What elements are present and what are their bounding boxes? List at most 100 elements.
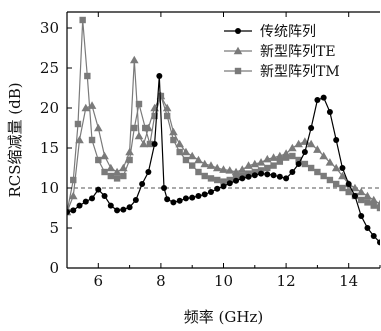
y-tick-label: 15 — [40, 139, 59, 157]
series-3-point — [120, 172, 127, 180]
x-tick-label: 12 — [277, 272, 296, 290]
series-1-point — [345, 181, 352, 187]
series-2-point — [306, 139, 316, 148]
series-1-point — [308, 125, 315, 131]
x-tick-label: 8 — [156, 272, 166, 290]
series-1-point — [276, 173, 283, 180]
series-2-point — [237, 165, 247, 173]
series-3-point — [157, 92, 165, 100]
series-1-point — [264, 171, 271, 178]
series-3-point — [326, 176, 334, 184]
series-1-point — [333, 137, 340, 143]
series-1-point — [95, 186, 102, 193]
series-1-point — [176, 197, 183, 204]
series-2-point — [68, 191, 78, 200]
series-3-point — [320, 172, 327, 180]
plot-clip-group — [67, 16, 380, 246]
series-1-point — [239, 175, 246, 182]
x-tick-label: 10 — [214, 272, 233, 290]
legend-label: 新型阵列TM — [260, 64, 340, 80]
series-2-point — [106, 163, 116, 172]
series-3-point — [182, 156, 190, 164]
series-2-point — [129, 55, 139, 64]
series-2-point — [350, 183, 360, 192]
series-1-point — [251, 172, 258, 179]
series-1-point — [207, 189, 214, 195]
series-2-point — [338, 171, 347, 180]
series-3 — [67, 16, 380, 216]
series-1-point — [283, 175, 290, 182]
series-2-point — [81, 103, 91, 112]
series-3-point — [289, 152, 296, 160]
series-3-point — [135, 100, 143, 108]
series-3-point — [214, 176, 221, 184]
series-3-point — [270, 162, 277, 169]
series-1-point — [233, 177, 240, 184]
series-3-point — [257, 167, 265, 174]
series-3-point — [232, 174, 240, 181]
y-tick-label: 5 — [49, 219, 59, 237]
series-1-point — [320, 94, 327, 101]
series-3-point — [226, 176, 233, 184]
series-3-point — [126, 156, 133, 164]
legend-item-1: 传统阵列 — [224, 24, 316, 40]
series-1-point — [258, 170, 265, 177]
series-1-point — [314, 97, 321, 103]
series-1-point — [101, 193, 108, 199]
series-2-point — [231, 167, 241, 176]
series-3-point — [74, 120, 82, 128]
series-1-point — [270, 172, 277, 179]
series-1-point — [151, 141, 158, 147]
series-2-point — [219, 165, 228, 173]
series-1-point — [358, 213, 365, 219]
legend-marker — [234, 67, 242, 75]
series-3-point — [88, 136, 96, 144]
series-3-point — [101, 168, 108, 176]
y-axis-title: RCS缩减量 (dB) — [6, 82, 24, 197]
series-1-point — [70, 207, 77, 214]
series-2-point — [200, 159, 210, 168]
y-tick-label: 0 — [49, 259, 59, 277]
series-1-point — [226, 180, 233, 187]
series-1-point — [364, 225, 371, 231]
legend-label: 传统阵列 — [260, 24, 316, 40]
series-1-point — [126, 204, 133, 211]
series-2-point — [313, 145, 322, 153]
series-3-point — [142, 124, 149, 132]
series-3-point — [79, 16, 86, 24]
series-3-point — [163, 112, 171, 120]
x-tick-label: 14 — [339, 272, 358, 290]
series-3-point — [207, 175, 215, 182]
series-2-point — [212, 163, 222, 172]
series-1-line — [67, 75, 380, 243]
y-tick-label: 20 — [40, 99, 59, 117]
series-1 — [67, 73, 380, 246]
series-2-point — [181, 147, 191, 156]
series-3-point — [301, 160, 309, 168]
series-1-point — [326, 109, 333, 115]
series-1-point — [182, 195, 189, 202]
y-tick-label: 25 — [40, 59, 59, 77]
series-3-point — [339, 184, 346, 192]
series-1-point — [214, 185, 221, 192]
series-1-point — [289, 169, 296, 175]
series-1-point — [220, 183, 227, 190]
series-1-point — [89, 195, 96, 202]
series-2-point — [206, 161, 216, 169]
series-3-point — [201, 172, 208, 180]
series-2-point — [225, 166, 235, 174]
series-2-point — [369, 195, 379, 204]
series-3-point — [314, 168, 321, 176]
series-3-point — [176, 148, 183, 156]
series-3-point — [220, 178, 227, 185]
series-3-point — [170, 136, 177, 144]
series-3-point — [376, 204, 380, 212]
series-2-point — [125, 147, 134, 156]
series-3-point — [131, 124, 138, 132]
series-3-point — [358, 196, 365, 204]
series-1-point — [301, 149, 308, 155]
series-2-point — [100, 151, 109, 160]
series-3-point — [364, 199, 371, 206]
legend-label: 新型阵列TE — [260, 44, 336, 60]
